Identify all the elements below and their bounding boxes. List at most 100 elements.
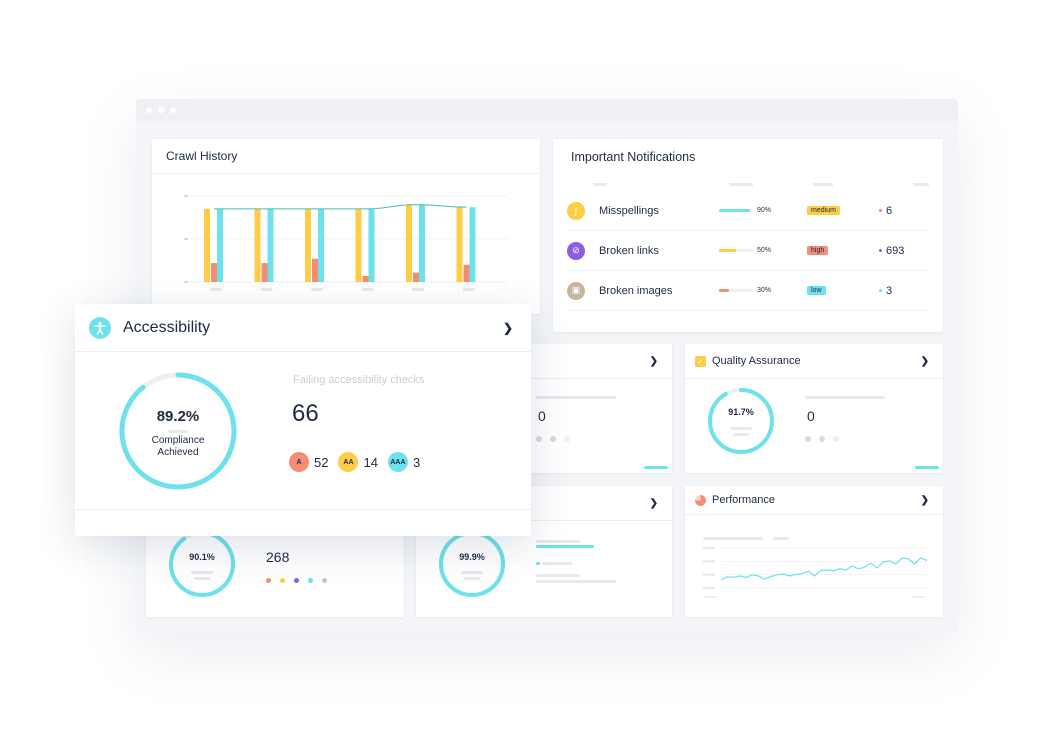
column-header-placeholder [913,183,929,186]
dot-icon [308,578,313,583]
bar [368,208,375,282]
chevron-right-icon[interactable]: ❯ [649,355,658,367]
compliance-label-line-1: Compliance [151,435,205,446]
y-tick-label [703,587,715,589]
notification-row[interactable]: ▣ Broken images 30% low 3 [567,271,929,311]
gauge-arc [439,531,505,597]
bar [217,208,223,282]
label-placeholder [542,562,572,565]
x-tick-label [462,288,475,291]
label-placeholder [536,574,580,577]
bar [211,263,217,282]
level-aa-badge: AA [338,452,359,472]
dot-icon [280,578,285,583]
notification-count-value: 693 [886,244,905,257]
bottom-middle-card: ❯ 99.9% [416,486,672,617]
performance-header: Performance ❯ [685,486,943,515]
checkbox-icon: ✓ [695,355,706,367]
performance-line [720,557,928,581]
bar [456,207,463,282]
label-placeholder [805,396,885,399]
gauge-percent: 91.7% [728,407,754,417]
gauge-label-placeholder [191,571,213,574]
dot-icon [550,436,556,442]
level-a: A 52 [289,452,328,472]
accessibility-header[interactable]: Accessibility ❯ [75,304,531,352]
misspelling-icon: ∫ [567,201,585,220]
level-a-badge: A [289,452,309,472]
gauge-label-placeholder [733,433,749,436]
middle-card-value: 0 [538,408,546,424]
gauge-label-placeholder [730,427,752,430]
dot-icon [805,436,811,442]
accessibility-title: Accessibility [123,318,211,336]
bottom-left-value: 268 [266,549,290,565]
chart-title-placeholder [773,537,789,540]
gauge-label-placeholder [194,577,210,580]
bar [267,208,274,282]
progress-line [536,545,594,548]
compliance-gauge [119,372,237,490]
status-dots [805,436,839,442]
notification-percent: 50% [757,247,772,254]
quality-assurance-header: ✓ Quality Assurance ❯ [685,344,943,379]
dot-icon [819,436,825,442]
compliance-label-line-2: Achieved [157,447,199,458]
notifications-title: Important Notifications [571,149,696,164]
performance-card: Performance ❯ [685,486,943,617]
chevron-right-icon[interactable]: ❯ [649,497,658,509]
chevron-right-icon[interactable]: ❯ [920,355,929,367]
level-aaa-badge: AAA [387,452,408,472]
divider-placeholder [168,430,188,433]
bar [463,264,470,282]
quality-assurance-gauge [708,388,774,454]
accent-bar [644,466,668,469]
crawl-history-card: Crawl History [152,139,540,314]
level-aa: AA 14 [338,452,378,472]
bar [469,207,476,282]
pie-chart-icon [695,494,706,506]
notification-progress-fill [719,209,750,212]
accent-bar [915,466,939,469]
notifications-header: Important Notifications [553,139,943,174]
x-tick-label [311,288,323,291]
y-tick-label [703,560,715,563]
gauge-arc [169,531,235,597]
crawl-history-chart [184,195,507,291]
bar [406,204,412,282]
failing-checks-label: Failing accessibility checks [293,374,425,386]
compliance-percent: 89.2% [156,408,200,425]
accessibility-footer-divider [75,509,531,510]
notification-count: 693 [879,245,904,257]
level-aaa-count: 3 [412,454,421,470]
notification-count-value: 3 [886,284,893,297]
performance-chart [703,547,928,598]
broken-link-icon: ⊘ [567,241,585,260]
column-header-placeholder [593,183,607,186]
column-header-placeholder [813,183,833,186]
severity-badge: medium [807,206,840,215]
chevron-right-icon[interactable]: ❯ [502,320,513,335]
crawl-history-title: Crawl History [166,149,238,163]
x-tick-label [361,288,374,291]
notification-row[interactable]: ∫ Misspellings 90% medium 6 [567,191,929,231]
y-tick-label [703,573,715,576]
y-tick [184,238,188,240]
label-placeholder [536,396,616,399]
window-dot-icon [170,107,176,113]
bar [413,272,419,282]
bottom-middle-header: ❯ [416,486,672,521]
x-tick-label [210,288,222,291]
chart-title-placeholder [703,537,763,540]
label-placeholder [536,540,580,543]
chevron-right-icon[interactable]: ❯ [920,494,929,506]
notification-row[interactable]: ⊘ Broken links 50% high 693 [567,231,929,271]
bar [254,208,261,282]
window-dot-icon [158,107,164,113]
gauge-percent: 99.9% [459,552,485,562]
bar [355,208,362,282]
window-titlebar [136,99,958,121]
bar [204,208,210,282]
gauge-arc [119,372,237,490]
level-aaa: AAA 3 [387,452,421,472]
